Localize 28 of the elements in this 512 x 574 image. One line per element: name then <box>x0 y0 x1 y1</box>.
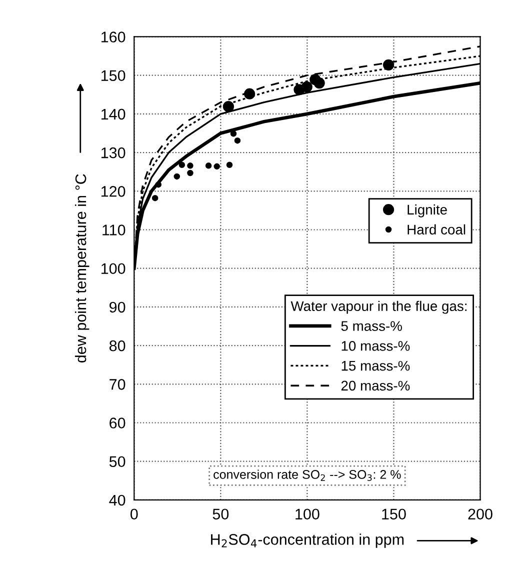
legend-title: Water vapour in the flue gas: <box>290 300 466 314</box>
y-tick-label: 140 <box>101 108 126 120</box>
legend-label: 20 mass-% <box>341 380 410 391</box>
legend-label: 10 mass-% <box>342 340 410 351</box>
legend-label: 15 mass-% <box>342 360 410 371</box>
y-tick-label: 150 <box>101 70 126 82</box>
x-tick-label: 100 <box>296 508 320 520</box>
annotation: conversion rate SO$_{2}$ --> SO$_{3}$: 2 % <box>214 470 401 481</box>
y-tick-label: 70 <box>110 379 126 390</box>
y-tick-label: 80 <box>109 340 126 352</box>
y-tick-label: 40 <box>109 494 126 506</box>
y-tick-label: 100 <box>101 263 126 274</box>
x-tick-label: 0 <box>130 508 138 520</box>
y-tick-label: 130 <box>101 147 126 158</box>
y-tick-label: 60 <box>110 418 126 428</box>
y-axis-title: dew point temperature in °C <box>74 174 90 362</box>
x-tick-label: 200 <box>468 508 492 520</box>
y-tick-label: 110 <box>102 224 126 236</box>
legend-label: Lignite <box>408 204 447 218</box>
y-tick-label: 120 <box>101 186 126 197</box>
legend-label: 5 mass-% <box>341 321 402 331</box>
x-tick-label: 150 <box>382 508 406 520</box>
y-tick-label: 50 <box>109 456 126 468</box>
y-tick-label: 90 <box>110 302 126 313</box>
x-tick-label: 50 <box>212 508 229 520</box>
x-axis-title: H$_{2}$SO$_{4}$-concentration in ppm <box>211 534 404 548</box>
y-tick-label: 160 <box>101 32 126 42</box>
legend-label: Hard coal <box>408 224 466 235</box>
